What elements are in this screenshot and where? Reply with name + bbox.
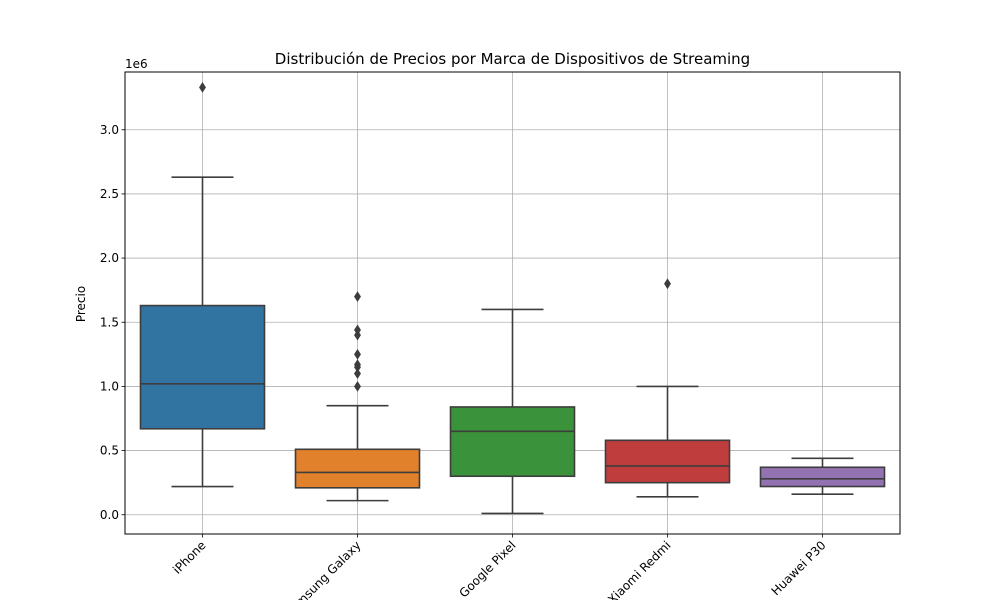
outlier-point [664, 278, 671, 290]
box-iphone [139, 81, 266, 488]
x-tick-label: Samsung Galaxy [282, 538, 363, 600]
outlier-point [354, 291, 361, 303]
iqr-box [759, 466, 886, 488]
outlier-point [354, 380, 361, 392]
y-tick-label: 2.0 [100, 251, 119, 265]
outlier-point [354, 359, 361, 371]
x-tick-label: Xiaomi Redmi [605, 538, 674, 600]
box-google-pixel [449, 308, 576, 515]
x-tick-label: Google Pixel [456, 538, 518, 600]
y-tick-label: 2.5 [100, 187, 119, 201]
plot-frame [124, 71, 901, 535]
box-xiaomi-redmi [604, 278, 731, 498]
y-tick-label: 1.0 [100, 379, 119, 393]
y-tick-label: 3.0 [100, 123, 119, 137]
outlier-point [354, 368, 361, 380]
box-samsung-galaxy [294, 291, 421, 502]
outlier-point [354, 324, 361, 336]
x-tick-label: Huawei P30 [769, 538, 829, 598]
iqr-box [449, 406, 576, 478]
y-tick-label: 0.5 [100, 444, 119, 458]
outlier-point [199, 81, 206, 93]
y-tick-label: 0.0 [100, 508, 119, 522]
iqr-box [604, 439, 731, 484]
box-huawei-p30 [759, 457, 886, 496]
chart-title: Distribución de Precios por Marca de Dis… [275, 50, 750, 68]
y-offset-label: 1e6 [125, 57, 148, 71]
y-tick-label: 1.5 [100, 315, 119, 329]
iqr-box [139, 304, 266, 430]
outlier-point [354, 348, 361, 360]
y-axis-label: Precio [74, 286, 88, 322]
iqr-box [294, 448, 421, 489]
x-tick-label: iPhone [170, 538, 209, 577]
